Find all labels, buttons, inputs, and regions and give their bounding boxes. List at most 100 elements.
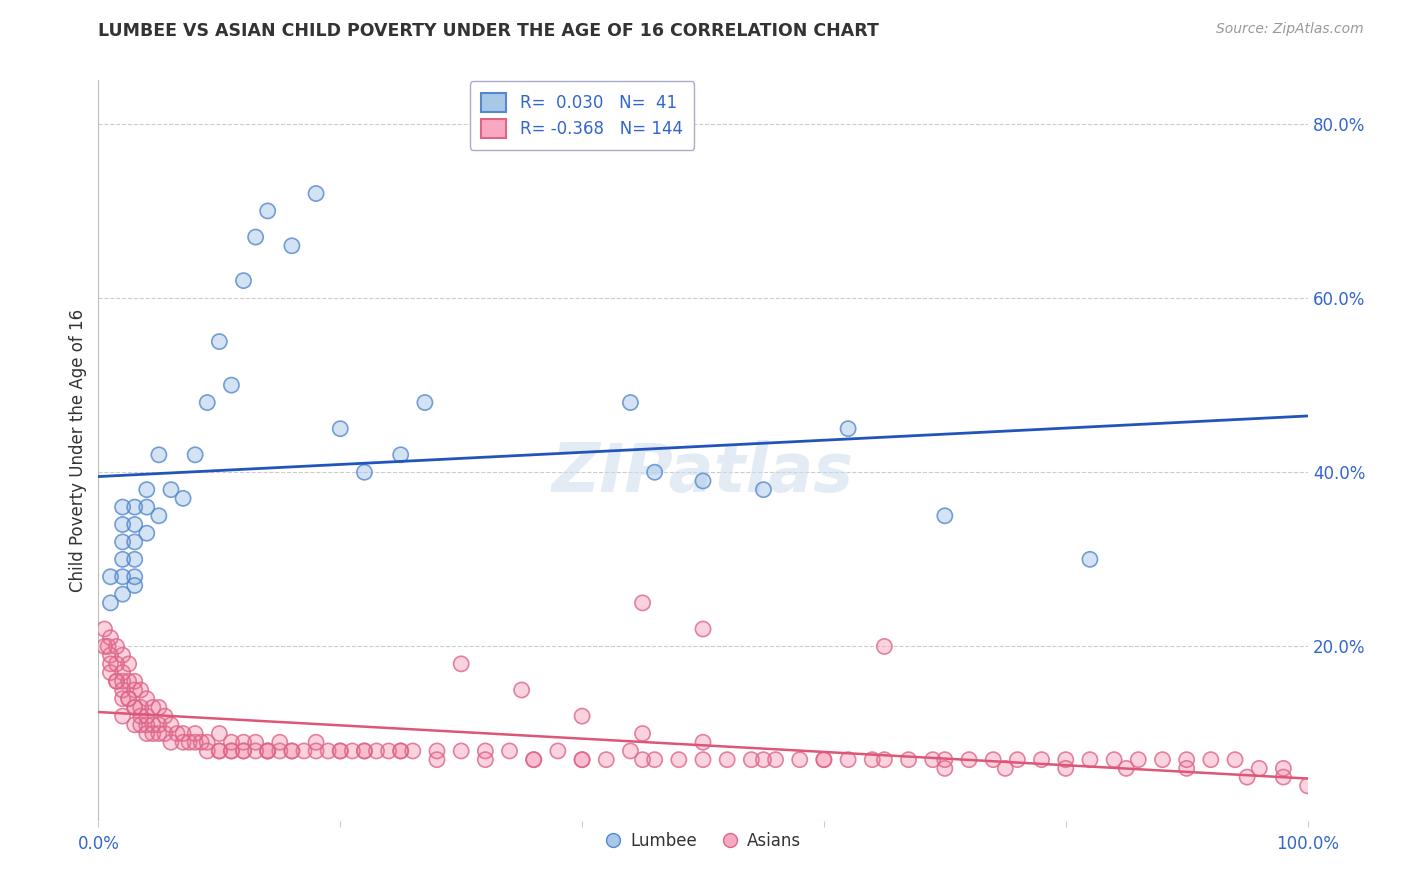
Point	[281, 744, 304, 758]
Point	[789, 753, 811, 767]
Point	[208, 744, 231, 758]
Point	[208, 334, 231, 349]
Point	[1175, 753, 1198, 767]
Point	[1175, 761, 1198, 775]
Point	[619, 395, 641, 409]
Point	[245, 735, 267, 749]
Point	[172, 491, 194, 506]
Point	[153, 726, 176, 740]
Point	[692, 622, 714, 636]
Point	[353, 465, 375, 479]
Point	[166, 726, 188, 740]
Point	[789, 753, 811, 767]
Point	[111, 517, 134, 532]
Point	[765, 753, 787, 767]
Point	[377, 744, 399, 758]
Point	[256, 744, 278, 758]
Point	[837, 753, 859, 767]
Point	[692, 735, 714, 749]
Legend: Lumbee, Asians: Lumbee, Asians	[599, 825, 807, 856]
Point	[129, 709, 152, 723]
Point	[148, 700, 170, 714]
Point	[377, 744, 399, 758]
Point	[105, 657, 128, 671]
Point	[1152, 753, 1174, 767]
Point	[1296, 779, 1319, 793]
Point	[256, 744, 278, 758]
Point	[100, 665, 122, 680]
Point	[1272, 770, 1295, 784]
Point	[813, 753, 835, 767]
Point	[631, 753, 654, 767]
Point	[281, 239, 304, 253]
Point	[934, 761, 956, 775]
Point	[135, 483, 157, 497]
Point	[111, 648, 134, 662]
Point	[221, 735, 243, 749]
Point	[860, 753, 883, 767]
Point	[135, 709, 157, 723]
Point	[160, 735, 183, 749]
Point	[195, 735, 218, 749]
Point	[474, 744, 496, 758]
Point	[450, 744, 472, 758]
Point	[221, 744, 243, 758]
Point	[111, 552, 134, 566]
Point	[135, 709, 157, 723]
Point	[668, 753, 690, 767]
Point	[232, 744, 254, 758]
Text: LUMBEE VS ASIAN CHILD POVERTY UNDER THE AGE OF 16 CORRELATION CHART: LUMBEE VS ASIAN CHILD POVERTY UNDER THE …	[98, 22, 879, 40]
Point	[105, 674, 128, 689]
Point	[523, 753, 546, 767]
Point	[245, 735, 267, 749]
Point	[135, 691, 157, 706]
Point	[105, 640, 128, 654]
Point	[111, 648, 134, 662]
Point	[1078, 753, 1101, 767]
Point	[934, 753, 956, 767]
Point	[172, 735, 194, 749]
Point	[281, 239, 304, 253]
Point	[292, 744, 315, 758]
Point	[184, 726, 207, 740]
Point	[329, 744, 352, 758]
Point	[716, 753, 738, 767]
Point	[142, 718, 165, 732]
Point	[994, 761, 1017, 775]
Point	[426, 744, 449, 758]
Point	[148, 508, 170, 523]
Point	[160, 483, 183, 497]
Point	[97, 640, 120, 654]
Point	[1102, 753, 1125, 767]
Point	[93, 640, 115, 654]
Point	[644, 465, 666, 479]
Point	[124, 700, 146, 714]
Point	[1296, 779, 1319, 793]
Point	[523, 753, 546, 767]
Point	[245, 230, 267, 244]
Point	[195, 395, 218, 409]
Point	[316, 744, 339, 758]
Point	[100, 657, 122, 671]
Text: ZIPatlas: ZIPatlas	[553, 440, 853, 506]
Point	[142, 718, 165, 732]
Point	[111, 587, 134, 601]
Point	[269, 735, 291, 749]
Point	[1031, 753, 1053, 767]
Point	[1054, 753, 1077, 767]
Point	[135, 726, 157, 740]
Point	[1128, 753, 1150, 767]
Point	[148, 448, 170, 462]
Point	[644, 753, 666, 767]
Point	[124, 500, 146, 514]
Point	[208, 726, 231, 740]
Point	[179, 735, 201, 749]
Point	[195, 735, 218, 749]
Point	[118, 674, 141, 689]
Point	[124, 674, 146, 689]
Point	[631, 596, 654, 610]
Point	[100, 648, 122, 662]
Point	[232, 274, 254, 288]
Point	[644, 465, 666, 479]
Point	[934, 753, 956, 767]
